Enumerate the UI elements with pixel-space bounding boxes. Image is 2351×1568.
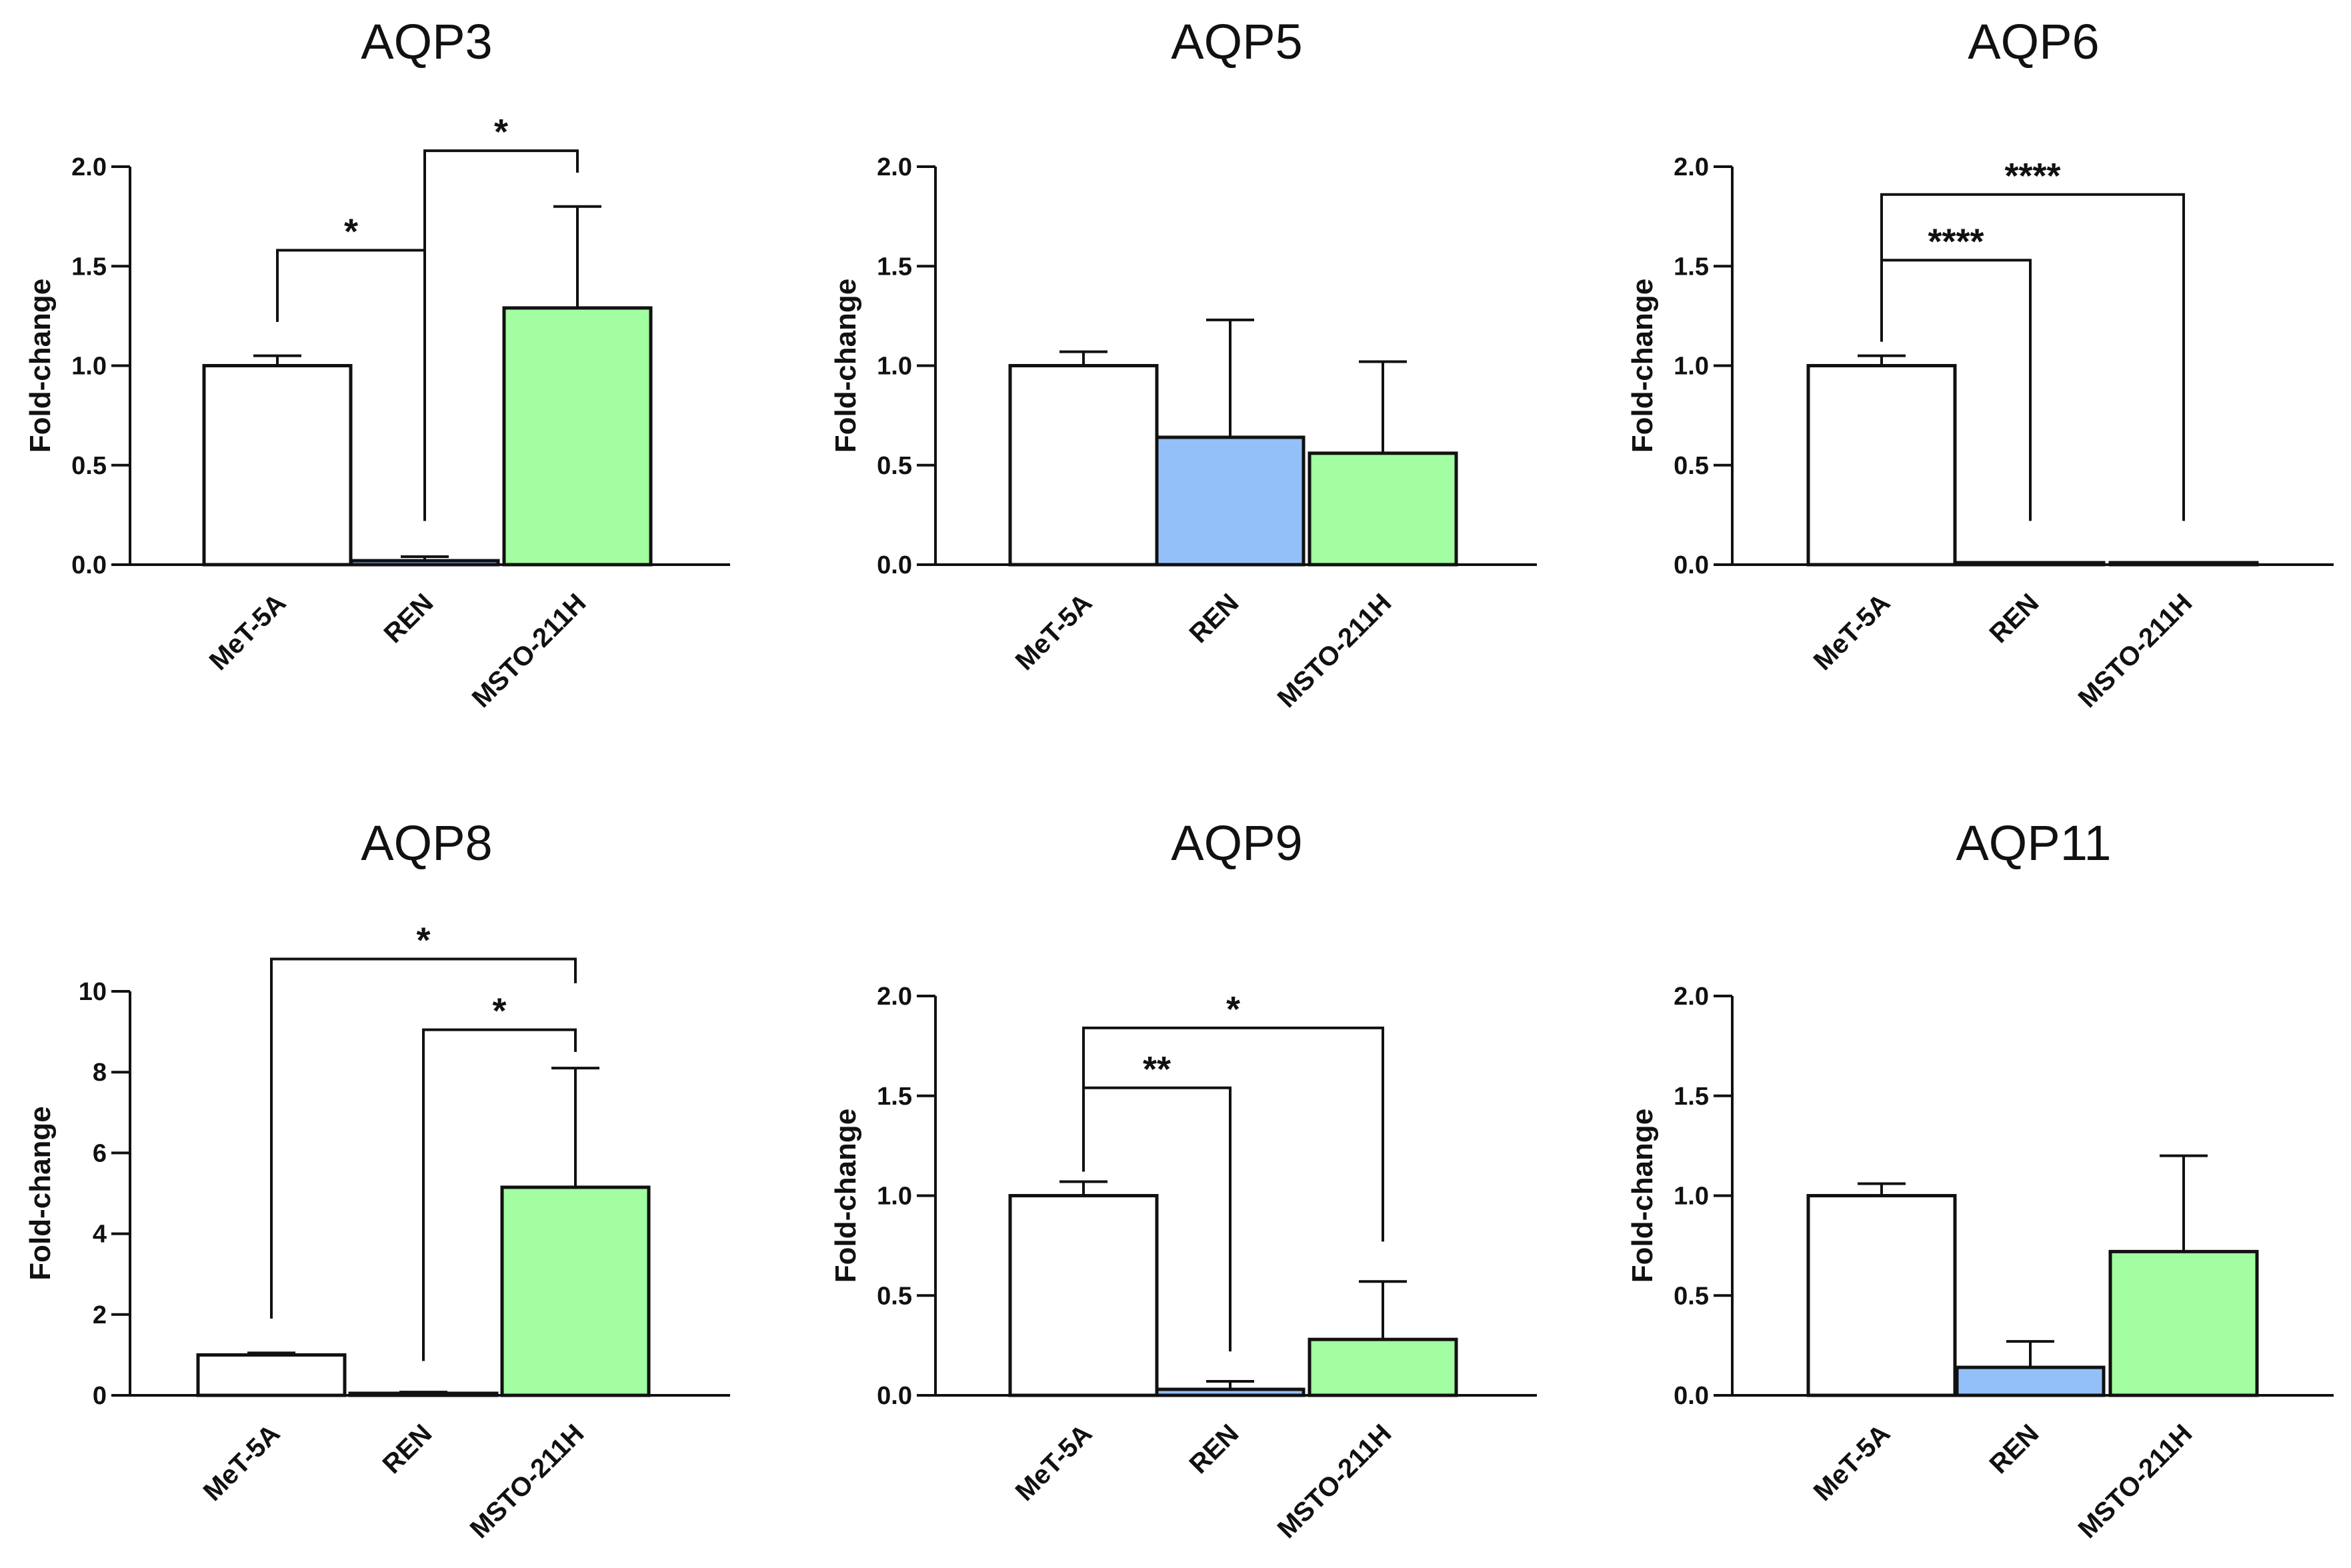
significance-label: * [494,112,508,152]
panel-aqp5: AQP5 Fold-change MeT-5A REN MSTO-211H 0.0 0.5 1… [829,14,1537,713]
panel-aqp11: AQP11 Fold-change MeT-5A REN MSTO-211H 0.0 0.5… [1626,815,2334,1544]
y-tick-label: 0.0 [877,551,912,579]
y-axis-label: Fold-change [1626,279,1659,453]
significance-label: ** [1143,1049,1171,1089]
bar-met-5a [1806,1194,1957,1397]
y-axis-label: Fold-change [829,1109,862,1283]
x-tick-label: MSTO-211H [1272,1419,1398,1544]
y-tick-label: 2.0 [877,983,912,1011]
significance-label: **** [1928,221,1984,261]
x-tick-label: MeT-5A [1010,588,1098,676]
significance-bracket [422,1028,577,1361]
significance-label: * [492,991,506,1031]
significance-bracket [1082,1086,1232,1352]
bar-met-5a [196,1353,347,1397]
y-tick-label: 0.5 [1674,452,1709,480]
bar-msto-211h [2108,1249,2259,1397]
bar-met-5a [1008,1194,1159,1397]
panel-aqp6: AQP6 Fold-change MeT-5A REN MSTO-211H 0.0 0.5 1… [1626,14,2334,713]
x-tick-label: MSTO-211H [467,588,592,713]
chart-title: AQP6 [1968,14,2099,69]
x-tick-label: REN [1184,588,1245,649]
bar-met-5a [1008,364,1159,567]
bar-msto-211h [500,1185,651,1397]
significance-bracket [270,957,577,1319]
bar-msto-211h [1308,1337,1458,1397]
y-tick-label: 1.5 [71,253,107,281]
y-tick-label: 2.0 [71,153,107,181]
significance-bracket [1880,259,2032,521]
y-tick-label: 0.5 [877,452,912,480]
y-tick-label: 2.0 [877,153,912,181]
bar-ren [1155,435,1306,567]
y-tick-label: 1.5 [1674,253,1709,281]
panel-aqp3: AQP3 Fold-change MeT-5A REN MSTO-211H 0.0 0.5 1… [24,14,730,713]
x-tick-label: MSTO-211H [2073,1419,2198,1544]
y-tick-label: 6 [93,1139,107,1167]
bar-met-5a [202,364,353,567]
y-tick-label: 8 [93,1059,107,1087]
x-tick-label: MSTO-211H [2073,588,2198,713]
y-tick-label: 0.0 [1674,551,1709,579]
panel-aqp9: AQP9 Fold-change MeT-5A REN MSTO-211H 0.0 0.5 1… [829,815,1537,1544]
x-tick-label: MeT-5A [1010,1419,1098,1507]
chart-title: AQP11 [1956,815,2111,871]
y-tick-label: 0.5 [877,1282,912,1310]
y-tick-label: 4 [93,1221,107,1249]
y-tick-label: 1.5 [877,253,912,281]
y-tick-label: 2.0 [1674,983,1709,1011]
y-tick-label: 1.5 [877,1083,912,1111]
significance-bracket [1082,1026,1384,1242]
y-tick-label: 0.0 [71,551,107,579]
x-tick-label: REN [379,588,439,649]
significance-label: * [416,921,430,961]
y-tick-label: 1.0 [877,353,912,381]
y-tick-label: 0.5 [71,452,107,480]
y-axis-label: Fold-change [24,279,57,453]
panel-aqp8: AQP8 Fold-change MeT-5A REN MSTO-211H 0 2 4 6 8 10… [24,815,730,1544]
bar-met-5a [1806,364,1957,567]
x-tick-label: MeT-5A [204,588,292,676]
chart-title: AQP5 [1171,14,1302,69]
x-tick-label: REN [377,1419,438,1479]
significance-label: * [344,211,358,251]
chart-title: AQP9 [1171,815,1302,871]
y-tick-label: 1.0 [877,1183,912,1211]
y-tick-label: 2 [93,1301,107,1329]
bar-msto-211h [502,306,653,567]
y-tick-label: 1.5 [1674,1083,1709,1111]
y-tick-label: 1.0 [1674,1183,1709,1211]
x-tick-label: REN [1184,1419,1245,1479]
y-tick-label: 2.0 [1674,153,1709,181]
y-tick-label: 10 [79,978,107,1006]
significance-bracket [423,149,579,521]
x-tick-label: MeT-5A [1808,1419,1896,1507]
y-tick-label: 0 [93,1382,107,1410]
significance-label: **** [2004,156,2060,196]
significance-label: * [1226,989,1240,1029]
bar-msto-211h [1308,451,1458,567]
x-tick-label: REN [1984,1419,2045,1479]
y-axis-label: Fold-change [1626,1109,1659,1283]
y-tick-label: 0.0 [877,1382,912,1410]
x-tick-label: MSTO-211H [465,1419,590,1544]
y-axis-label: Fold-change [24,1106,57,1281]
chart-title: AQP8 [361,815,492,871]
chart-title: AQP3 [361,14,492,69]
y-tick-label: 1.0 [71,353,107,381]
significance-bracket [1880,193,2185,521]
y-tick-label: 0.5 [1674,1282,1709,1310]
x-tick-label: MeT-5A [1808,588,1896,676]
x-tick-label: MSTO-211H [1272,588,1398,713]
y-axis-label: Fold-change [829,279,862,453]
y-tick-label: 1.0 [1674,353,1709,381]
x-tick-label: REN [1984,588,2045,649]
y-tick-label: 0.0 [1674,1382,1709,1410]
bar-ren [1955,1365,2106,1397]
x-tick-label: MeT-5A [198,1419,286,1507]
